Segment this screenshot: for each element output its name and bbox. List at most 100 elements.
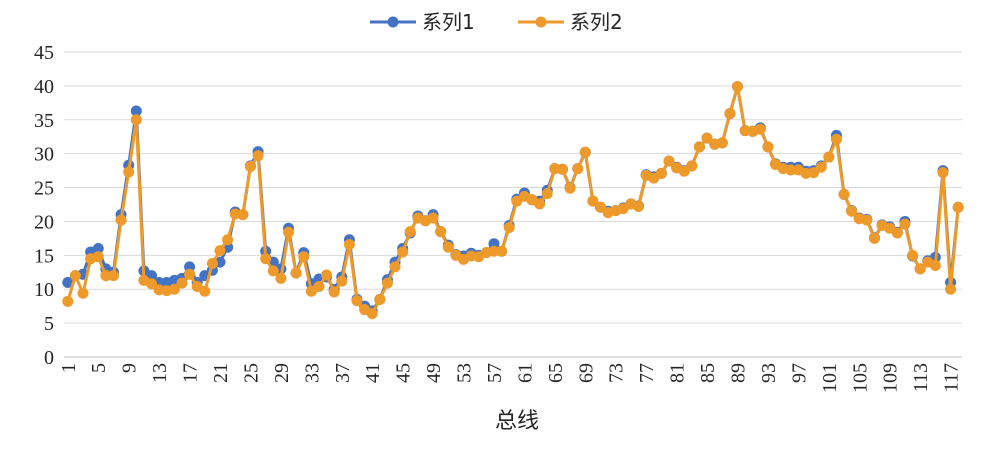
data-point	[929, 260, 941, 271]
data-point	[899, 218, 911, 230]
x-tick-label: 53	[454, 363, 476, 383]
legend-item: 系列1	[370, 10, 475, 34]
data-point	[754, 123, 766, 135]
data-point	[328, 286, 340, 298]
x-tick-label: 37	[332, 363, 354, 383]
data-point	[381, 277, 393, 289]
data-point	[830, 133, 842, 145]
x-tick-label: 69	[575, 363, 597, 383]
legend-label: 系列1	[422, 10, 475, 34]
x-tick-label: 89	[728, 363, 750, 383]
data-point	[275, 272, 287, 284]
data-point	[176, 277, 188, 289]
data-point	[891, 227, 903, 239]
data-point	[168, 283, 180, 295]
data-point	[92, 251, 104, 263]
x-tick-label: 81	[667, 363, 689, 383]
x-tick-label: 77	[636, 363, 658, 383]
x-tick-label: 49	[423, 363, 445, 383]
x-tick-label: 45	[393, 363, 415, 383]
data-point	[100, 270, 112, 282]
data-point	[914, 263, 926, 275]
x-tick-label: 25	[240, 363, 262, 383]
x-tick-label: 17	[180, 363, 202, 383]
data-point	[427, 212, 439, 224]
data-point	[678, 165, 690, 177]
data-point	[823, 151, 835, 163]
x-tick-label: 29	[271, 363, 293, 383]
data-point	[732, 81, 743, 93]
data-point	[556, 163, 568, 175]
data-point	[252, 150, 264, 162]
x-tick-label: 101	[819, 363, 841, 393]
x-tick-label: 105	[849, 363, 871, 393]
data-point	[701, 132, 713, 144]
data-point	[404, 226, 416, 238]
y-axis-ticks: 0 5 10 15 20 25 30 35 40 45	[34, 42, 54, 369]
x-tick-label: 61	[514, 363, 536, 383]
data-point	[62, 276, 74, 288]
data-point	[130, 105, 142, 117]
data-point	[107, 270, 119, 282]
gridlines	[64, 51, 962, 324]
data-point	[633, 201, 645, 213]
y-tick-label: 30	[34, 144, 54, 166]
data-point	[184, 268, 196, 280]
legend-swatch-marker	[535, 16, 547, 28]
x-tick-label: 1	[58, 363, 80, 373]
data-point	[952, 201, 964, 213]
data-point	[199, 285, 211, 297]
y-tick-label: 15	[34, 245, 54, 267]
data-point	[868, 232, 880, 244]
data-point	[146, 278, 158, 290]
data-point	[572, 163, 584, 175]
x-tick-label: 73	[606, 363, 628, 383]
data-point	[808, 167, 820, 179]
plot-area	[62, 81, 964, 320]
data-point	[541, 188, 553, 200]
x-tick-label: 85	[697, 363, 719, 383]
x-tick-label: 33	[301, 363, 323, 383]
data-point	[937, 167, 949, 179]
data-point	[907, 249, 919, 261]
data-point	[686, 160, 698, 172]
y-tick-label: 40	[34, 76, 54, 98]
data-point	[838, 188, 850, 200]
x-tick-label: 21	[210, 363, 232, 383]
data-point	[564, 182, 576, 194]
data-point	[693, 141, 705, 153]
data-point	[237, 209, 249, 221]
data-point	[343, 238, 355, 250]
data-point	[222, 234, 234, 246]
data-point	[945, 283, 957, 295]
data-point	[435, 226, 447, 238]
series-2	[62, 81, 964, 320]
data-point	[655, 167, 667, 179]
legend-swatch-marker	[387, 16, 399, 28]
x-tick-label: 109	[880, 363, 902, 393]
data-point	[442, 241, 454, 253]
y-tick-label: 20	[34, 211, 54, 233]
data-point	[595, 201, 607, 213]
data-point	[92, 243, 104, 255]
data-point	[663, 155, 675, 167]
data-point	[724, 108, 736, 120]
x-axis-title: 总线	[495, 409, 539, 434]
data-point	[313, 281, 325, 293]
y-tick-label: 10	[34, 279, 54, 301]
data-point	[351, 295, 363, 307]
data-point	[716, 137, 728, 149]
data-point	[366, 308, 378, 320]
data-point	[336, 275, 348, 287]
data-point	[214, 245, 226, 257]
x-tick-label: 5	[88, 363, 110, 373]
data-point	[206, 257, 218, 269]
legend-label: 系列2	[570, 10, 623, 34]
data-point	[846, 205, 858, 217]
y-tick-label: 0	[44, 347, 54, 369]
data-point	[397, 246, 409, 258]
data-point	[77, 287, 89, 299]
x-tick-label: 117	[941, 363, 963, 392]
data-point	[503, 222, 515, 234]
